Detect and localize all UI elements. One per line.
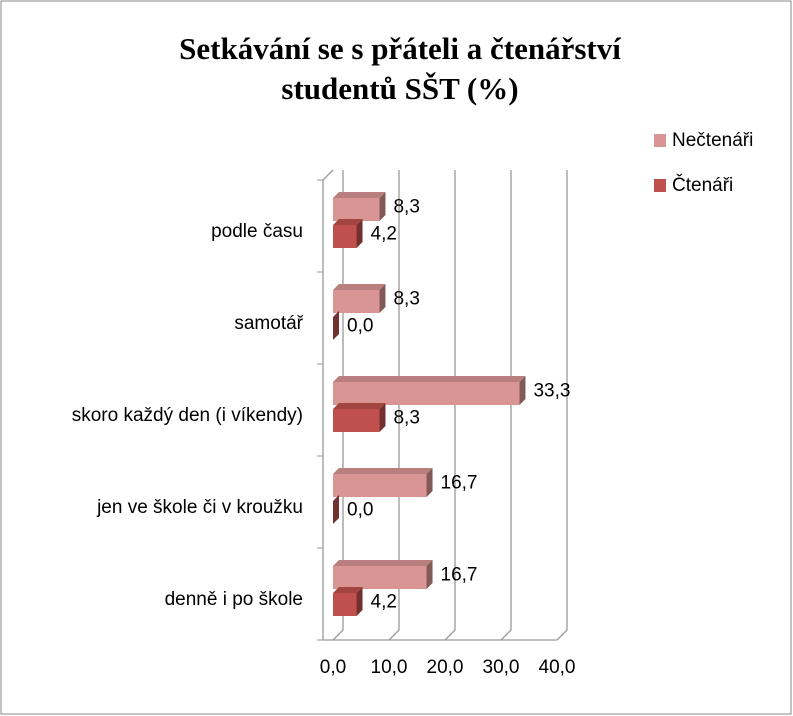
bar-face [333,593,357,616]
x-tick-label: 20,0 [427,657,464,678]
bar-face [333,284,386,290]
x-tick-label: 30,0 [483,657,520,678]
bar-face [333,225,357,248]
bar [333,587,363,616]
bar-face [379,192,386,221]
value-label: 8,3 [393,197,419,218]
bar [333,192,386,221]
bar-face [333,192,386,198]
y-tick-label: samotář [234,313,303,334]
bar-face [333,403,386,409]
y-tick-label: podle času [211,221,303,242]
x-tick-label: 10,0 [371,657,408,678]
bar-face [333,468,433,474]
bar-face [426,560,433,589]
bar-face [333,290,380,313]
bar-face [333,560,433,566]
bar [333,311,339,340]
value-label: 8,3 [393,408,419,429]
bar-face [333,474,427,497]
bar [333,284,386,313]
bar [333,495,339,524]
bar [333,468,433,497]
value-label: 33,3 [533,381,570,402]
legend-label: Čtenáři [672,174,733,196]
value-label: 4,2 [371,592,397,613]
bar [333,403,386,432]
value-label: 4,2 [371,224,397,245]
bar-face [519,376,526,405]
bar-face [333,495,339,524]
value-label: 0,0 [347,500,373,521]
value-label: 0,0 [347,316,373,337]
value-label: 16,7 [441,473,478,494]
bar-face [356,587,363,616]
bar-face [333,382,520,405]
legend-swatch [654,134,666,147]
bar-face [333,376,526,382]
bar-face [379,284,386,313]
bar [333,219,363,248]
bar-face [379,403,386,432]
y-tick-label: jen ve škole či v kroužku [96,497,303,518]
bar-face [333,566,427,589]
y-tick-label: skoro každý den (i víkendy) [72,405,303,426]
bar-face [333,587,363,593]
y-tick-label: denně i po škole [165,589,303,610]
grid-line [556,170,568,641]
chart-title: studentů SŠT (%) [281,71,518,106]
grid-line [388,170,400,641]
bar-face [356,219,363,248]
grid-line [500,170,512,641]
legend-swatch [654,179,666,192]
bar-face [333,311,339,340]
grid-line [332,170,344,641]
value-label: 16,7 [441,565,478,586]
value-label: 8,3 [393,289,419,310]
bar-face [333,219,363,225]
bar [333,376,526,405]
bar-face [333,409,380,432]
bar-face [333,198,380,221]
bar-face [426,468,433,497]
x-tick-label: 40,0 [539,657,576,678]
legend-label: Nečtenáři [672,130,753,151]
x-tick-label: 0,0 [320,657,346,678]
chart-title: Setkávání se s přáteli a čtenářství [179,31,621,66]
bar [333,560,433,589]
grid-line [444,170,456,641]
